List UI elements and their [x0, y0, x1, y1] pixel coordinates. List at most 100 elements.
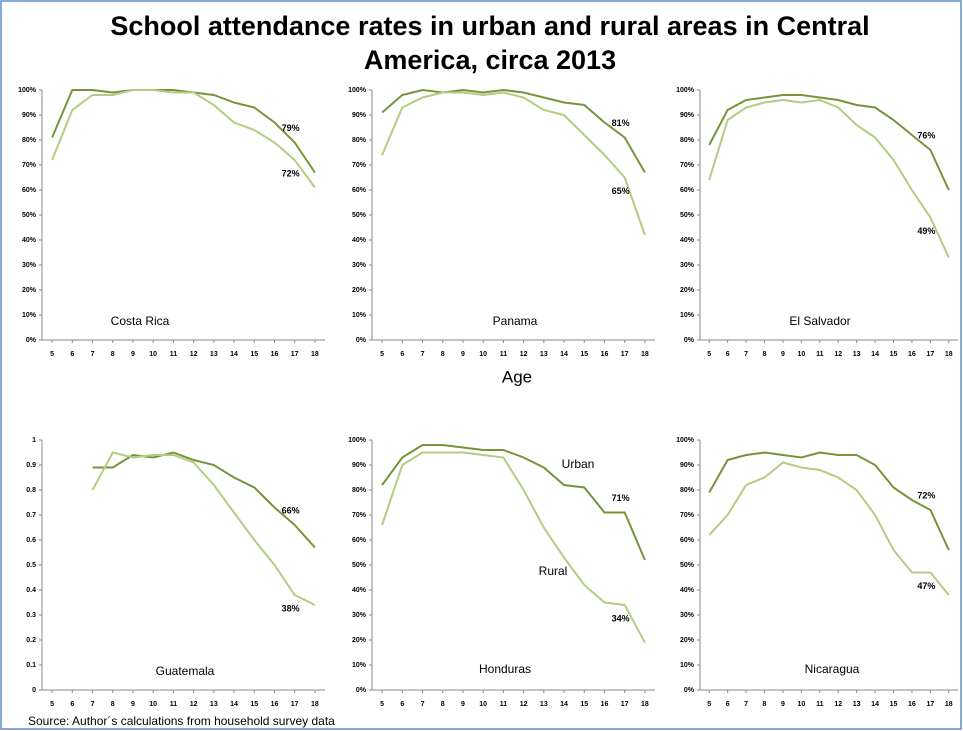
x-tick-label: 17 — [291, 351, 299, 358]
x-tick-label: 13 — [853, 351, 861, 358]
value-label: 49% — [917, 226, 935, 236]
y-tick-label: 20% — [680, 637, 695, 644]
value-label: 71% — [612, 493, 630, 503]
y-tick-label: 0.1 — [26, 662, 36, 669]
y-tick-label: 40% — [352, 587, 367, 594]
x-tick-label: 7 — [91, 701, 95, 708]
panel-label: El Salvador — [789, 314, 850, 328]
y-tick-label: 70% — [680, 512, 695, 519]
series-line — [708, 461, 950, 596]
x-tick-label: 12 — [520, 701, 528, 708]
value-label: 81% — [612, 118, 630, 128]
x-tick-label: 6 — [726, 351, 730, 358]
x-tick-label: 5 — [380, 701, 384, 708]
x-tick-label: 6 — [70, 351, 74, 358]
x-tick-label: 17 — [621, 701, 629, 708]
x-tick-label: 11 — [816, 351, 824, 358]
y-tick-label: 100% — [348, 87, 367, 94]
value-label: 66% — [282, 505, 300, 515]
x-tick-label: 14 — [230, 701, 238, 708]
y-tick-label: 0.4 — [26, 587, 36, 594]
series-name: Urban — [562, 457, 595, 471]
x-tick-label: 8 — [763, 351, 767, 358]
x-tick-label: 11 — [170, 701, 178, 708]
value-label: 76% — [917, 130, 935, 140]
y-tick-label: 10% — [22, 312, 37, 319]
x-tick-label: 10 — [479, 701, 487, 708]
panel-label: Guatemala — [156, 664, 215, 678]
x-tick-label: 16 — [601, 351, 609, 358]
x-tick-label: 16 — [601, 701, 609, 708]
y-tick-label: 20% — [352, 637, 367, 644]
x-tick-label: 14 — [871, 351, 879, 358]
x-axis-title: Age — [502, 367, 532, 386]
y-tick-label: 70% — [352, 512, 367, 519]
x-tick-label: 11 — [500, 351, 508, 358]
x-tick-label: 12 — [520, 351, 528, 358]
series-line — [708, 98, 950, 258]
y-tick-label: 0% — [684, 687, 695, 694]
y-tick-label: 0.3 — [26, 612, 36, 619]
y-tick-label: 40% — [22, 237, 37, 244]
y-tick-label: 80% — [680, 137, 695, 144]
y-tick-label: 80% — [352, 487, 367, 494]
y-tick-label: 20% — [22, 287, 37, 294]
x-tick-label: 9 — [781, 351, 785, 358]
x-tick-label: 6 — [400, 351, 404, 358]
x-tick-label: 5 — [50, 701, 54, 708]
value-label: 72% — [917, 490, 935, 500]
x-tick-label: 18 — [641, 351, 649, 358]
x-tick-label: 16 — [271, 351, 279, 358]
source-note: Source: Author´s calculations from house… — [28, 714, 335, 728]
x-tick-label: 11 — [170, 351, 178, 358]
y-tick-label: 40% — [680, 237, 695, 244]
y-tick-label: 80% — [352, 137, 367, 144]
y-tick-label: 40% — [680, 587, 695, 594]
x-tick-label: 18 — [945, 351, 953, 358]
y-tick-label: 0.7 — [26, 512, 36, 519]
x-tick-label: 5 — [380, 351, 384, 358]
y-tick-label: 90% — [352, 112, 367, 119]
x-tick-label: 17 — [621, 351, 629, 358]
x-tick-label: 9 — [461, 351, 465, 358]
x-tick-label: 17 — [926, 701, 934, 708]
x-tick-label: 10 — [797, 351, 805, 358]
series-line — [708, 94, 950, 191]
y-tick-label: 50% — [352, 562, 367, 569]
y-tick-label: 90% — [680, 462, 695, 469]
y-tick-label: 80% — [680, 487, 695, 494]
value-label: 38% — [282, 603, 300, 613]
value-label: 79% — [282, 123, 300, 133]
y-tick-label: 0% — [684, 337, 695, 344]
x-tick-label: 15 — [580, 351, 588, 358]
y-tick-label: 0.8 — [26, 487, 36, 494]
panel-label: Costa Rica — [111, 314, 170, 328]
x-tick-label: 16 — [908, 701, 916, 708]
x-tick-label: 11 — [500, 701, 508, 708]
y-tick-label: 50% — [680, 562, 695, 569]
y-tick-label: 0 — [32, 687, 36, 694]
y-tick-label: 50% — [352, 212, 367, 219]
x-tick-label: 5 — [707, 701, 711, 708]
y-tick-label: 80% — [22, 137, 37, 144]
panel-label: Nicaragua — [805, 662, 860, 676]
y-tick-label: 60% — [352, 537, 367, 544]
y-tick-label: 50% — [680, 212, 695, 219]
x-tick-label: 9 — [781, 701, 785, 708]
y-tick-label: 70% — [680, 162, 695, 169]
chart-title: America, circa 2013 — [364, 45, 616, 75]
x-tick-label: 12 — [834, 351, 842, 358]
y-tick-label: 10% — [352, 312, 367, 319]
x-tick-label: 12 — [190, 701, 198, 708]
y-tick-label: 30% — [680, 612, 695, 619]
series-line — [381, 451, 646, 643]
x-tick-label: 10 — [149, 351, 157, 358]
x-tick-label: 13 — [853, 701, 861, 708]
x-tick-label: 10 — [479, 351, 487, 358]
y-tick-label: 100% — [676, 87, 695, 94]
value-label: 34% — [612, 613, 630, 623]
x-tick-label: 8 — [441, 701, 445, 708]
